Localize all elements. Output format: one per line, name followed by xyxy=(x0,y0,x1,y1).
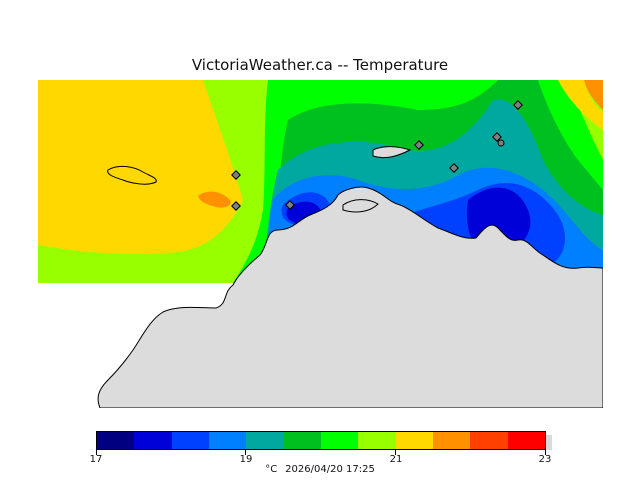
legend-swatch xyxy=(208,432,247,449)
legend-tick xyxy=(395,450,396,455)
station-marker xyxy=(414,140,424,150)
legend-shadow xyxy=(546,435,552,450)
legend-unit: °C xyxy=(265,464,278,475)
temperature-contour-map xyxy=(38,80,603,408)
legend-tick xyxy=(245,450,246,455)
lake-outline xyxy=(107,165,157,185)
legend-tick xyxy=(96,450,97,455)
legend-swatch xyxy=(246,432,284,449)
legend-swatch xyxy=(507,432,545,449)
station-marker xyxy=(497,139,505,147)
legend-swatch xyxy=(395,432,433,449)
station-marker xyxy=(513,100,523,110)
legend-swatch xyxy=(358,432,396,449)
temperature-map xyxy=(38,80,603,408)
timestamp: 2026/04/20 17:25 xyxy=(285,464,375,475)
land-mass xyxy=(97,186,603,408)
station-marker xyxy=(231,201,241,211)
legend-swatch xyxy=(283,432,321,449)
station-marker xyxy=(285,200,295,210)
contour-zone-21.5-22-ne xyxy=(558,80,603,130)
contour-zone-21.5-22 xyxy=(38,80,243,255)
legend-swatch xyxy=(97,432,135,449)
island-outline xyxy=(372,146,412,159)
station-marker xyxy=(231,170,241,180)
station-marker xyxy=(449,163,459,173)
legend-color-bar xyxy=(96,431,546,450)
peninsula-outline xyxy=(342,199,379,213)
legend-tick xyxy=(545,450,546,455)
legend-tick-label: 19 xyxy=(239,454,253,465)
legend-tick-label: 17 xyxy=(89,454,103,465)
legend-swatch xyxy=(432,432,471,449)
contour-zone-22-22.5-ne xyxy=(584,80,603,110)
contour-zone-22-22.5 xyxy=(198,191,231,208)
legend-swatch xyxy=(171,432,209,449)
legend-swatch xyxy=(134,432,172,449)
legend-swatch xyxy=(320,432,359,449)
legend-tick-label: 21 xyxy=(389,454,403,465)
color-legend xyxy=(96,431,552,455)
legend-swatch xyxy=(470,432,508,449)
legend-tick-label: 23 xyxy=(538,454,552,465)
legend-caption: °C 2026/04/20 17:25 xyxy=(0,464,640,475)
station-marker xyxy=(492,132,502,142)
map-title: VictoriaWeather.ca -- Temperature xyxy=(191,56,449,74)
